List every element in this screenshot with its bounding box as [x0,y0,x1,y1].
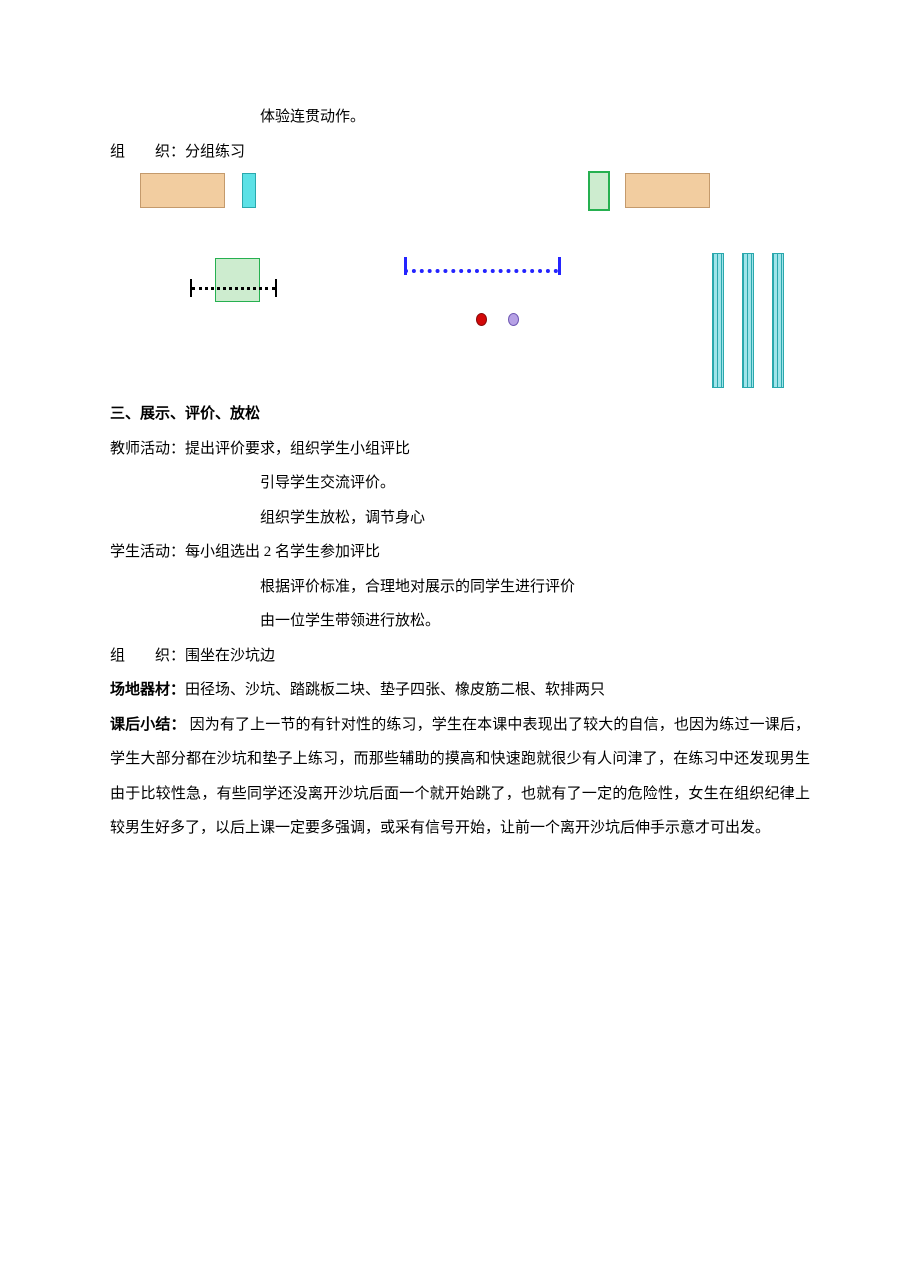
section-3-title: 三、展示、评价、放松 [110,397,810,432]
equip-line: 场地器材：田径场、沙坑、踏跳板二块、垫子四张、橡皮筋二根、软排两只 [110,673,810,708]
purple-ellipse [508,313,519,326]
summary-paragraph: 课后小结： 因为有了上一节的有针对性的练习，学生在本课中表现出了较大的自信，也因… [110,708,810,846]
red-ellipse [476,313,487,326]
teacher-text-3: 组织学生放松，调节身心 [260,501,810,536]
summary-label: 课后小结： [110,717,186,733]
org-line: 组 织：分组练习 [110,135,810,170]
blue-tick-right [558,257,561,275]
blue-dotted-line [404,269,558,273]
student-text-2: 根据评价标准，合理地对展示的同学生进行评价 [260,570,810,605]
tan-rect-1 [140,173,225,208]
green-square [215,258,260,302]
document-page: 体验连贯动作。 组 织：分组练习 三、展示、评价、放松 教师活动：提出评价要求，… [0,0,920,1274]
blue-tick-left [404,257,407,275]
vertical-bar-3 [772,253,784,388]
green-outline-box [588,171,610,211]
tan-rect-2 [625,173,710,208]
org2-line: 组 织：围坐在沙坑边 [110,639,810,674]
diagram-area [70,173,810,393]
org2-text: 围坐在沙坑边 [185,648,275,664]
teacher-text-2: 引导学生交流评价。 [260,466,810,501]
teacher-text-1: 提出评价要求，组织学生小组评比 [185,441,410,457]
summary-text: 因为有了上一节的有针对性的练习，学生在本课中表现出了较大的自信，也因为练过一课后… [110,717,810,837]
student-label: 学生活动： [110,544,185,560]
tick-right [275,279,277,297]
student-text-3: 由一位学生带领进行放松。 [260,604,810,639]
vertical-bar-1 [712,253,724,388]
cyan-rect-1 [242,173,256,208]
student-text-1: 每小组选出 2 名学生参加评比 [185,544,380,560]
vertical-bar-2 [742,253,754,388]
teacher-label: 教师活动： [110,441,185,457]
student-line-1: 学生活动：每小组选出 2 名学生参加评比 [110,535,810,570]
equip-label: 场地器材： [110,682,185,698]
org2-label: 组 织： [110,648,185,664]
equip-text: 田径场、沙坑、踏跳板二块、垫子四张、橡皮筋二根、软排两只 [185,682,605,698]
line-experience: 体验连贯动作。 [260,100,810,135]
black-dotted-line [192,287,275,290]
org-text: 分组练习 [185,144,245,160]
org-label: 组 织： [110,144,185,160]
teacher-line-1: 教师活动：提出评价要求，组织学生小组评比 [110,432,810,467]
